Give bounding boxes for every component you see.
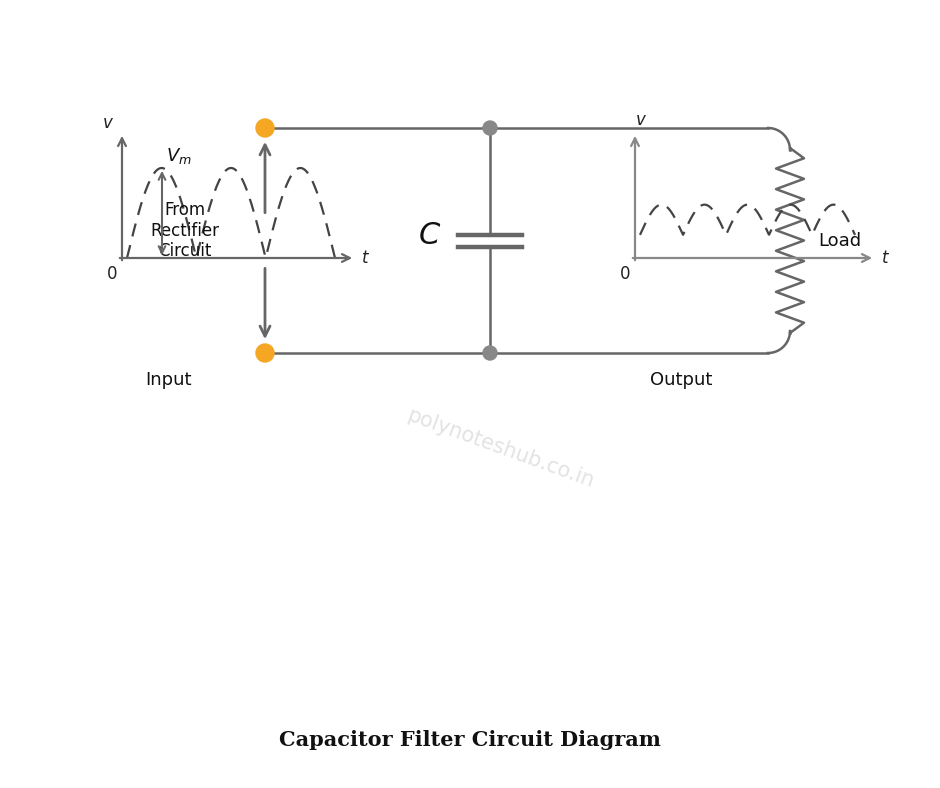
Circle shape [483,346,497,360]
Text: Load: Load [818,232,861,250]
Text: Capacitor Filter Circuit Diagram: Capacitor Filter Circuit Diagram [279,730,661,750]
Circle shape [256,344,274,362]
Text: $t$: $t$ [882,250,890,266]
Text: $v$: $v$ [635,111,647,128]
Text: $v$: $v$ [102,114,114,132]
Circle shape [256,119,274,137]
Text: $C$: $C$ [418,220,442,251]
Text: $V_m$: $V_m$ [166,146,192,166]
Text: From
Rectifier
Circuit: From Rectifier Circuit [150,201,220,260]
Text: 0: 0 [619,265,630,283]
Text: Input: Input [145,371,192,389]
Text: 0: 0 [107,265,118,283]
Text: $t$: $t$ [362,250,370,266]
Text: polynoteshub.co.in: polynoteshub.co.in [403,405,596,491]
Text: Output: Output [650,371,713,389]
Circle shape [483,121,497,135]
